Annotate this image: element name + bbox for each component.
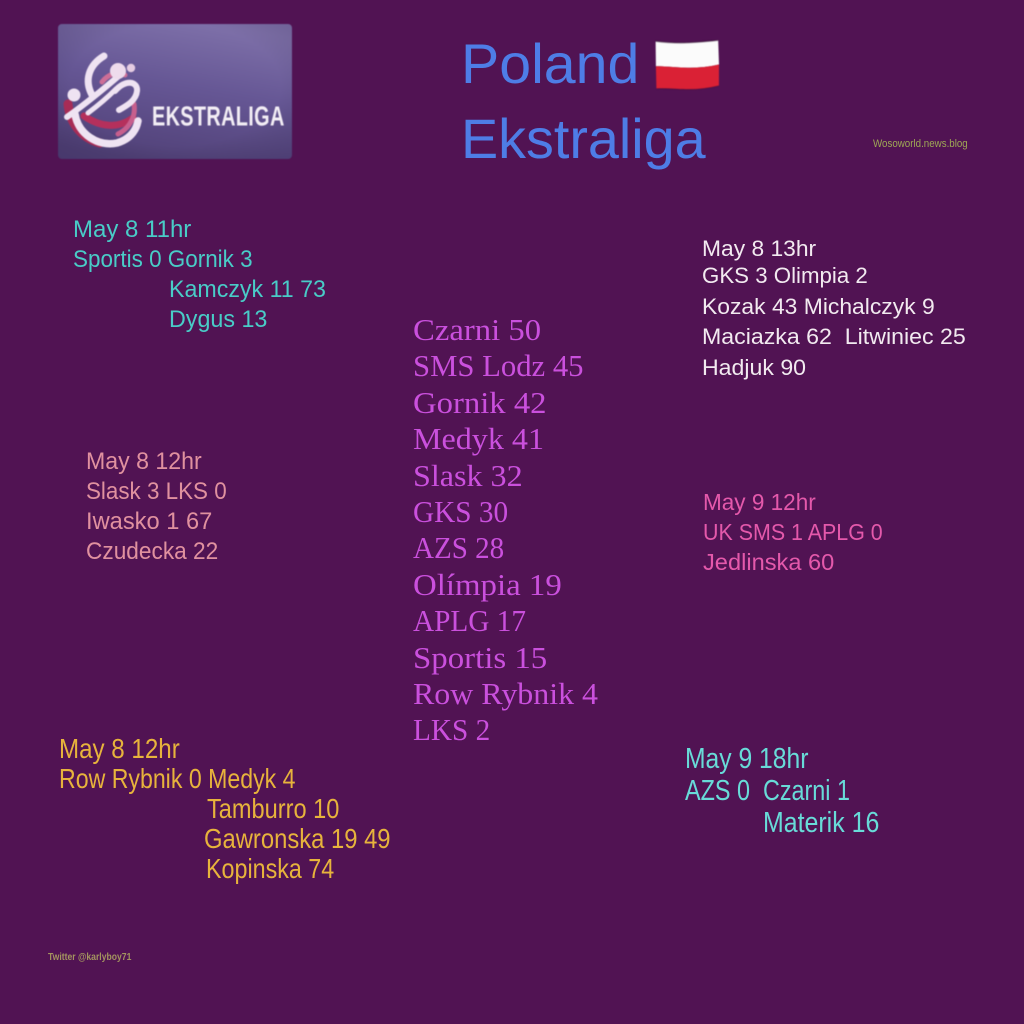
- svg-text:EKSTRALIGA: EKSTRALIGA: [152, 101, 285, 132]
